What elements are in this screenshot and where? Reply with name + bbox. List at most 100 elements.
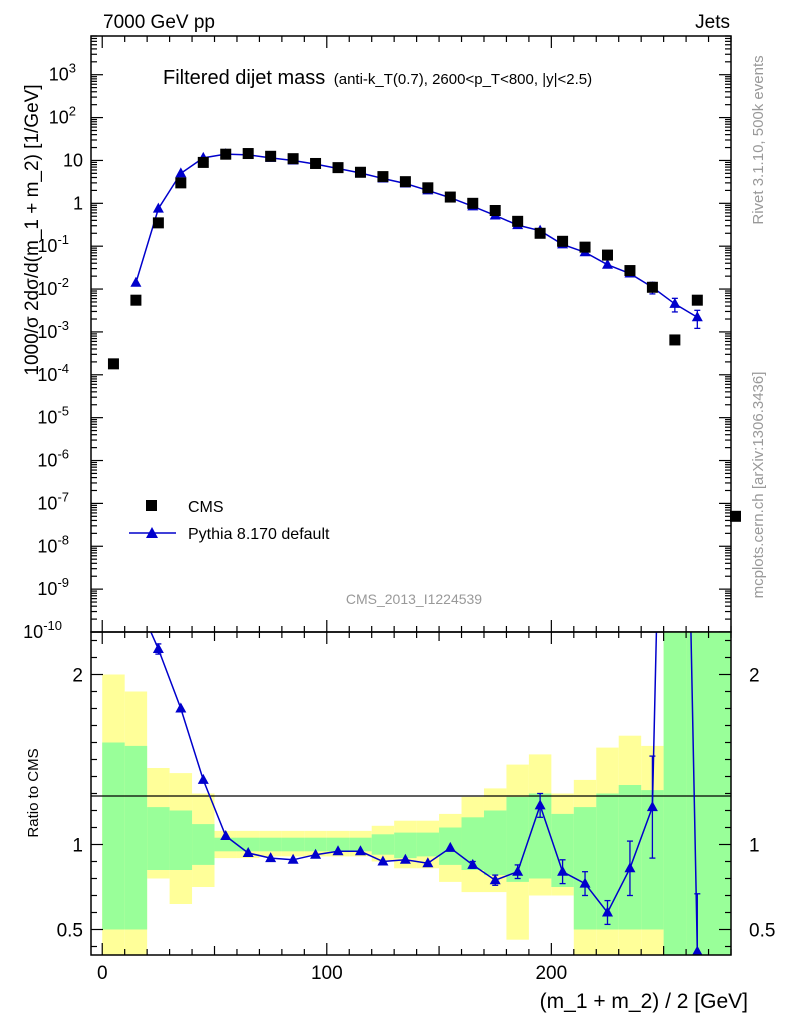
- ratio-marker: [197, 773, 209, 784]
- inner-uncertainty-band: [147, 807, 170, 870]
- cms-marker: [691, 294, 703, 306]
- ratio-marker: [220, 830, 232, 840]
- ratio-marker: [399, 853, 411, 864]
- ratio-uncertainty-bands: [102, 632, 731, 955]
- plot-title-main: Filtered dijet mass: [163, 67, 325, 89]
- main-plot-panel: 10-1010-910-810-710-610-510-410-310-210-…: [23, 35, 741, 642]
- ratio-marker: [242, 847, 254, 857]
- y-tick-label: 10-1: [37, 232, 69, 256]
- x-tick-label: 100: [311, 963, 343, 984]
- ratio-series: [150, 632, 703, 955]
- y-tick-label: 10-2: [37, 275, 69, 299]
- header-process-label: Jets: [695, 12, 730, 33]
- ratio-y-tick-label: 2: [72, 666, 83, 687]
- pythia-line: [135, 153, 698, 318]
- x-axis-label: (m_1 + m_2) / 2 [GeV]: [540, 990, 748, 1013]
- y-tick-label: 10-6: [37, 447, 69, 471]
- x-tick-label: 200: [535, 963, 567, 984]
- ratio-marker: [512, 865, 524, 876]
- y-tick-label: 10-8: [37, 532, 69, 556]
- pythia-marker: [175, 167, 187, 178]
- ratio-marker: [265, 852, 277, 863]
- plot-title: Filtered dijet mass (anti-k_T(0.7), 2600…: [163, 67, 592, 89]
- inner-uncertainty-band: [349, 837, 372, 852]
- legend-pythia-label: Pythia 8.170 default: [188, 526, 330, 543]
- ratio-marker: [310, 848, 322, 859]
- inner-uncertainty-band: [663, 632, 687, 955]
- pythia-marker: [601, 258, 613, 269]
- inner-uncertainty-band: [686, 632, 731, 955]
- x-tick-label: 0: [97, 963, 108, 984]
- ratio-marker: [692, 945, 703, 955]
- inner-uncertainty-band: [528, 793, 552, 879]
- pythia-marker: [152, 202, 164, 213]
- ratio-marker: [646, 801, 658, 812]
- plot-title-sub: (anti-k_T(0.7), 2600<p_T<800, |y|<2.5): [334, 71, 592, 88]
- inner-uncertainty-band: [169, 810, 193, 870]
- y-tick-label: 10-9: [37, 575, 69, 599]
- ratio-marker: [354, 845, 366, 856]
- cms-marker: [557, 235, 569, 247]
- analysis-watermark: CMS_2013_I1224539: [346, 591, 482, 607]
- y-tick-label: 10: [63, 150, 83, 170]
- inner-uncertainty-band: [371, 834, 395, 855]
- cms-marker: [332, 162, 344, 174]
- cms-marker: [422, 182, 434, 194]
- pythia-marker: [130, 276, 142, 287]
- cms-marker: [624, 265, 636, 277]
- cms-marker: [265, 150, 277, 162]
- pythia-marker: [669, 297, 681, 308]
- cms-marker: [107, 358, 119, 370]
- inner-uncertainty-band: [551, 813, 574, 887]
- pythia-marker: [691, 311, 703, 322]
- inner-uncertainty-band: [259, 837, 282, 852]
- ratio-y-tick-label: 1: [72, 836, 83, 857]
- ratio-marker: [175, 702, 187, 713]
- main-y-axis-label: 1000/σ 2dσ/d(m_1 + m_2) [1/GeV]: [22, 84, 43, 375]
- main-plot-frame: [90, 35, 732, 633]
- cms-marker: [646, 281, 658, 293]
- inner-uncertainty-band: [102, 742, 125, 930]
- inner-uncertainty-band: [416, 832, 440, 857]
- cms-marker: [220, 148, 232, 160]
- cms-marker: [512, 215, 524, 227]
- cms-marker: [152, 217, 164, 229]
- cms-marker: [601, 249, 613, 261]
- main-plot-series: [107, 148, 741, 522]
- ratio-marker: [377, 855, 389, 866]
- ratio-y-tick-label: 0.5: [57, 921, 83, 942]
- cms-marker: [399, 176, 411, 188]
- ratio-marker: [422, 857, 434, 868]
- ratio-marker: [534, 799, 546, 810]
- legend-cms-label: CMS: [188, 499, 224, 516]
- ratio-y-tick-label-right: 2: [749, 666, 760, 687]
- ratio-marker: [332, 845, 344, 856]
- ratio-panel: 0.5 0.5 1 1 2 2 0 100 200: [57, 631, 775, 984]
- cms-marker: [444, 191, 456, 203]
- inner-uncertainty-band: [641, 790, 664, 930]
- legend-pythia-marker: [146, 527, 158, 538]
- y-tick-label: 10-10: [23, 618, 62, 642]
- ratio-marker: [489, 874, 501, 885]
- ratio-clipped-group: [150, 632, 703, 955]
- y-tick-label: 10-5: [37, 404, 69, 428]
- inner-uncertainty-band: [461, 817, 484, 870]
- legend-cms-marker: [146, 500, 157, 511]
- cms-marker: [242, 148, 254, 160]
- cms-marker: [579, 241, 591, 253]
- inner-uncertainty-band: [506, 796, 529, 882]
- ratio-marker: [557, 865, 569, 876]
- ratio-plot-frame: [90, 631, 732, 956]
- cms-marker: [287, 153, 299, 165]
- rivet-version-label: Rivet 3.1.10, 500k events: [750, 55, 767, 224]
- ratio-marker: [624, 862, 636, 873]
- cms-marker: [354, 166, 366, 178]
- ratio-marker: [579, 877, 591, 888]
- cms-marker: [197, 156, 209, 168]
- cms-marker: [175, 177, 187, 189]
- ratio-marker: [287, 853, 299, 864]
- cms-marker: [310, 157, 322, 169]
- header-energy-label: 7000 GeV pp: [103, 12, 215, 33]
- y-tick-label: 102: [49, 104, 76, 128]
- inner-uncertainty-band: [596, 793, 619, 930]
